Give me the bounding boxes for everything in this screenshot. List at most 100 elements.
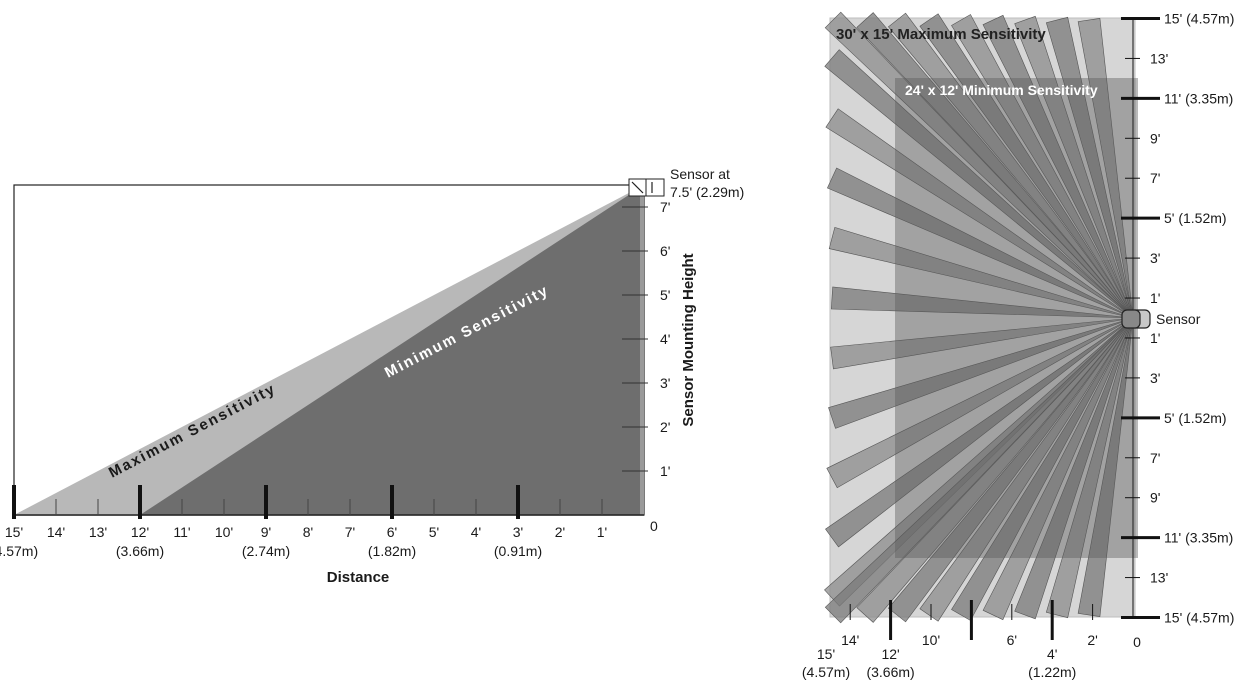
height-tick-label: 5'	[660, 287, 670, 303]
detection-ray	[1014, 15, 1134, 319]
lateral-tick-label: 9'	[1150, 490, 1160, 506]
detection-ray	[825, 108, 1134, 319]
lateral-tick-label: 15' (4.57m)	[1164, 610, 1234, 626]
detection-ray	[1014, 317, 1134, 620]
detection-ray	[856, 12, 1134, 319]
depth-tick-label: 12'	[881, 646, 899, 662]
bottom-scale-ticks: 14' 12' (3.66m) 10' 6' 4' (1.22m) 2'	[841, 600, 1098, 680]
detection-ray	[1077, 18, 1134, 319]
distance-tick-label: 6'	[387, 524, 397, 540]
detection-ray	[1045, 16, 1134, 319]
lateral-tick-label: 5' (1.52m)	[1164, 410, 1227, 426]
detection-ray	[824, 317, 1134, 624]
distance-tick-label: 10'	[215, 524, 233, 540]
side-view: 15' (4.57m) 14' 13' 12' (3.66m) 11' 10' 9' (2.74m…	[0, 166, 744, 586]
top-far-label: 15'	[817, 646, 835, 662]
depth-tick-label: 14'	[841, 632, 859, 648]
distance-tick-label: 8'	[303, 524, 313, 540]
detection-ray	[856, 317, 1134, 623]
side-x-ticks: 15' (4.57m) 14' 13' 12' (3.66m) 11' 10' 9' (2.74m…	[0, 485, 607, 559]
distance-tick-metric: (3.66m)	[116, 543, 164, 559]
lateral-tick-label: 7'	[1150, 170, 1160, 186]
height-tick-label: 7'	[660, 199, 670, 215]
lateral-tick-label: 11' (3.35m)	[1164, 530, 1233, 546]
top-sensor-label: Sensor	[1156, 311, 1201, 327]
distance-tick-metric: (1.82m)	[368, 543, 416, 559]
sensor-label-line1: Sensor at	[670, 166, 730, 182]
detection-ray	[828, 227, 1134, 319]
detection-ray	[1045, 317, 1134, 619]
min-sensitivity-band	[140, 185, 644, 515]
detection-ray	[830, 317, 1134, 370]
distance-tick-metric: (0.91m)	[494, 543, 542, 559]
depth-tick-metric: (1.22m)	[1028, 664, 1076, 680]
depth-tick-label: 4'	[1047, 646, 1057, 662]
depth-tick-metric: (3.66m)	[866, 664, 914, 680]
distance-tick-label: 9'	[261, 524, 271, 540]
lateral-tick-label: 13'	[1150, 570, 1168, 586]
detection-ray	[982, 14, 1134, 319]
detection-ray	[824, 11, 1134, 319]
right-scale-ticks: 15' (4.57m) 13' 11' (3.35m) 9' 7' 5' (1.52m) 3…	[1121, 11, 1234, 626]
depth-tick-label: 10'	[922, 632, 940, 648]
depth-tick-label: 2'	[1087, 632, 1097, 648]
detection-ray	[825, 317, 1134, 548]
side-sensor-icon	[628, 178, 665, 197]
distance-tick-label: 3'	[513, 524, 523, 540]
distance-tick-label: 15'	[5, 524, 23, 540]
detection-ray	[1077, 317, 1134, 617]
height-tick-label: 1'	[660, 463, 670, 479]
distance-tick-label: 1'	[597, 524, 607, 540]
distance-tick-label: 7'	[345, 524, 355, 540]
detection-ray	[919, 317, 1134, 622]
detection-ray	[826, 317, 1134, 489]
height-tick-label: 4'	[660, 331, 670, 347]
distance-axis-title: Distance	[327, 569, 390, 586]
detection-ray	[828, 317, 1134, 429]
height-tick-label: 6'	[660, 243, 670, 259]
distance-tick-metric: (4.57m)	[0, 543, 38, 559]
distance-tick-label: 13'	[89, 524, 107, 540]
detection-ray	[919, 13, 1134, 319]
distance-tick-label: 2'	[555, 524, 565, 540]
detection-ray	[887, 317, 1134, 623]
wall-edge	[640, 185, 644, 515]
top-view: 30' x 15' Maximum Sensitivity 24' x 12' …	[802, 11, 1234, 681]
detection-ray	[951, 14, 1134, 319]
side-zero-label: 0	[650, 518, 658, 534]
lateral-tick-label: 7'	[1150, 450, 1160, 466]
detection-ray	[826, 167, 1134, 319]
top-far-metric: (4.57m)	[802, 664, 850, 680]
detection-rays	[824, 11, 1134, 624]
lateral-tick-label: 9'	[1150, 130, 1160, 146]
distance-tick-metric: (2.74m)	[242, 543, 290, 559]
lateral-tick-label: 5' (1.52m)	[1164, 210, 1227, 226]
distance-tick-label: 12'	[131, 524, 149, 540]
min-zone	[895, 78, 1138, 558]
lateral-tick-label: 3'	[1150, 370, 1160, 386]
top-zero-label: 0	[1133, 634, 1141, 650]
detection-ray	[824, 49, 1134, 319]
depth-tick-label: 6'	[1007, 632, 1017, 648]
height-tick-label: 3'	[660, 375, 670, 391]
detection-ray	[887, 12, 1134, 319]
lateral-tick-label: 1'	[1150, 330, 1160, 346]
distance-tick-label: 4'	[471, 524, 481, 540]
lateral-tick-label: 11' (3.35m)	[1164, 90, 1233, 106]
lateral-tick-label: 15' (4.57m)	[1164, 11, 1234, 27]
distance-tick-label: 5'	[429, 524, 439, 540]
side-y-ticks: 7' 6' 5' 4' 3' 2' 1'	[622, 199, 670, 479]
min-zone-label: 24' x 12' Minimum Sensitivity	[905, 82, 1098, 98]
distance-tick-label: 11'	[173, 524, 190, 540]
detection-ray	[830, 286, 1134, 319]
detection-ray	[982, 317, 1134, 621]
lateral-tick-label: 1'	[1150, 290, 1160, 306]
detection-ray	[951, 317, 1134, 621]
distance-tick-label: 14'	[47, 524, 65, 540]
height-tick-label: 2'	[660, 419, 670, 435]
lateral-tick-label: 13'	[1150, 50, 1168, 66]
mounting-height-axis-title: Sensor Mounting Height	[680, 253, 697, 426]
sensor-label-line2: 7.5' (2.29m)	[670, 184, 744, 200]
max-zone-label: 30' x 15' Maximum Sensitivity	[836, 26, 1046, 43]
